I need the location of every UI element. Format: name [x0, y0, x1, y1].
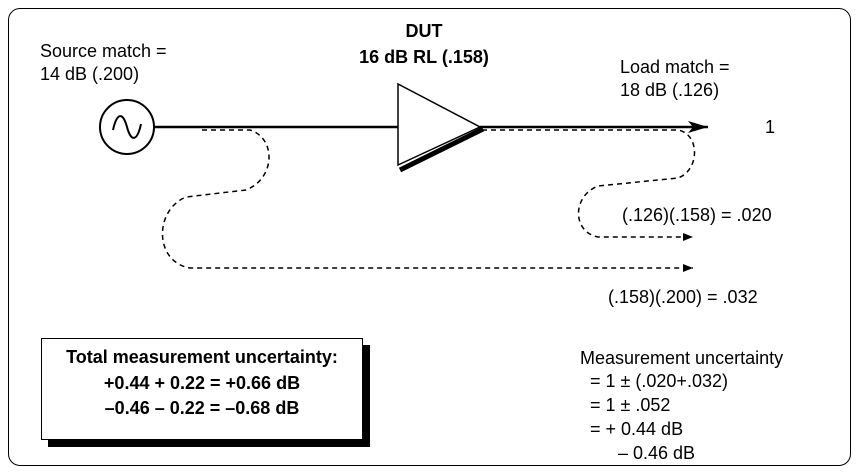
reflection-load-label: (.126)(.158) = .020 [622, 205, 772, 225]
total-uncertainty-box [41, 338, 363, 440]
sine-source-icon [99, 99, 155, 155]
measurement-uncertainty-line1: = 1 ± (.020+.032) [590, 371, 728, 391]
measurement-uncertainty-title: Measurement uncertainty [580, 348, 784, 368]
total-uncertainty-negative: –0.46 – 0.22 = –0.68 dB [104, 398, 300, 418]
source-match-label: Source match = [40, 41, 167, 61]
total-uncertainty-title: Total measurement uncertainty: [66, 347, 338, 367]
amplifier-triangle-icon [397, 82, 485, 173]
diagram-frame [8, 8, 851, 466]
signal-unity-label: 1 [765, 117, 776, 137]
reflection-path-load [482, 129, 696, 241]
measurement-uncertainty-line3: = + 0.44 dB [590, 419, 684, 439]
source-match-value: 14 dB (.200) [40, 64, 140, 84]
dut-title: DUT [405, 21, 443, 41]
measurement-uncertainty-line2: = 1 ± .052 [590, 395, 671, 415]
total-uncertainty-positive: +0.44 + 0.22 = +0.66 dB [103, 373, 301, 393]
reflection-source-label: (.158)(.200) = .032 [608, 287, 758, 307]
measurement-uncertainty-line4: – 0.46 dB [618, 443, 696, 463]
dut-return-loss: 16 dB RL (.158) [359, 47, 489, 67]
load-match-label: Load match = [620, 57, 730, 77]
load-match-value: 18 dB (.126) [620, 80, 720, 100]
